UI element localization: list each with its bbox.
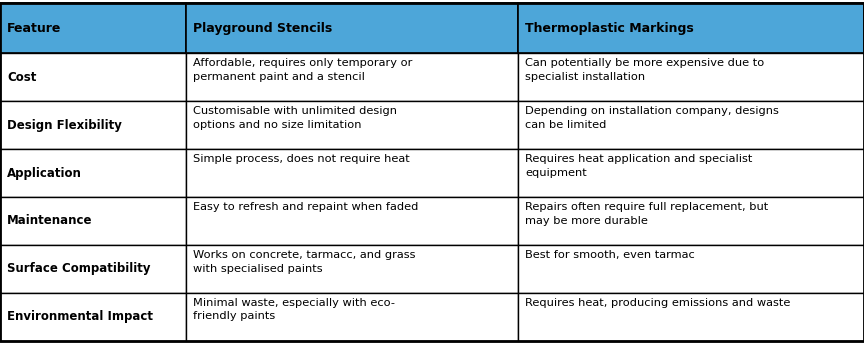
Text: Best for smooth, even tarmac: Best for smooth, even tarmac <box>525 250 695 260</box>
Text: Easy to refresh and repaint when faded: Easy to refresh and repaint when faded <box>193 202 418 212</box>
Bar <box>186 149 518 197</box>
Text: Repairs often require full replacement, but
may be more durable: Repairs often require full replacement, … <box>525 202 769 226</box>
Bar <box>518 53 864 101</box>
Text: Requires heat, producing emissions and waste: Requires heat, producing emissions and w… <box>525 298 791 308</box>
Bar <box>0 3 186 53</box>
Bar <box>186 245 518 293</box>
Bar <box>186 53 518 101</box>
Bar <box>186 293 518 341</box>
Bar <box>518 293 864 341</box>
Text: Affordable, requires only temporary or
permanent paint and a stencil: Affordable, requires only temporary or p… <box>193 58 412 82</box>
Bar <box>0 197 186 245</box>
Text: Cost: Cost <box>7 71 36 84</box>
Text: Depending on installation company, designs
can be limited: Depending on installation company, desig… <box>525 106 779 130</box>
Bar <box>0 293 186 341</box>
Text: Feature: Feature <box>7 22 61 35</box>
Bar <box>0 245 186 293</box>
Bar <box>186 101 518 149</box>
Text: Application: Application <box>7 166 82 180</box>
Text: Customisable with unlimited design
options and no size limitation: Customisable with unlimited design optio… <box>193 106 397 130</box>
Bar <box>518 101 864 149</box>
Text: Requires heat application and specialist
equipment: Requires heat application and specialist… <box>525 154 753 178</box>
Bar <box>518 3 864 53</box>
Bar <box>186 197 518 245</box>
Text: Maintenance: Maintenance <box>7 214 92 227</box>
Text: Works on concrete, tarmacc, and grass
with specialised paints: Works on concrete, tarmacc, and grass wi… <box>193 250 416 273</box>
Bar <box>518 197 864 245</box>
Bar <box>518 149 864 197</box>
Text: Thermoplastic Markings: Thermoplastic Markings <box>525 22 694 35</box>
Bar <box>0 101 186 149</box>
Text: Can potentially be more expensive due to
specialist installation: Can potentially be more expensive due to… <box>525 58 765 82</box>
Text: Minimal waste, especially with eco-
friendly paints: Minimal waste, especially with eco- frie… <box>193 298 395 321</box>
Text: Design Flexibility: Design Flexibility <box>7 119 122 132</box>
Text: Simple process, does not require heat: Simple process, does not require heat <box>193 154 410 164</box>
Text: Surface Compatibility: Surface Compatibility <box>7 262 150 275</box>
Bar <box>0 53 186 101</box>
Bar <box>518 245 864 293</box>
Bar <box>186 3 518 53</box>
Text: Environmental Impact: Environmental Impact <box>7 310 153 323</box>
Bar <box>0 149 186 197</box>
Text: Playground Stencils: Playground Stencils <box>193 22 332 35</box>
